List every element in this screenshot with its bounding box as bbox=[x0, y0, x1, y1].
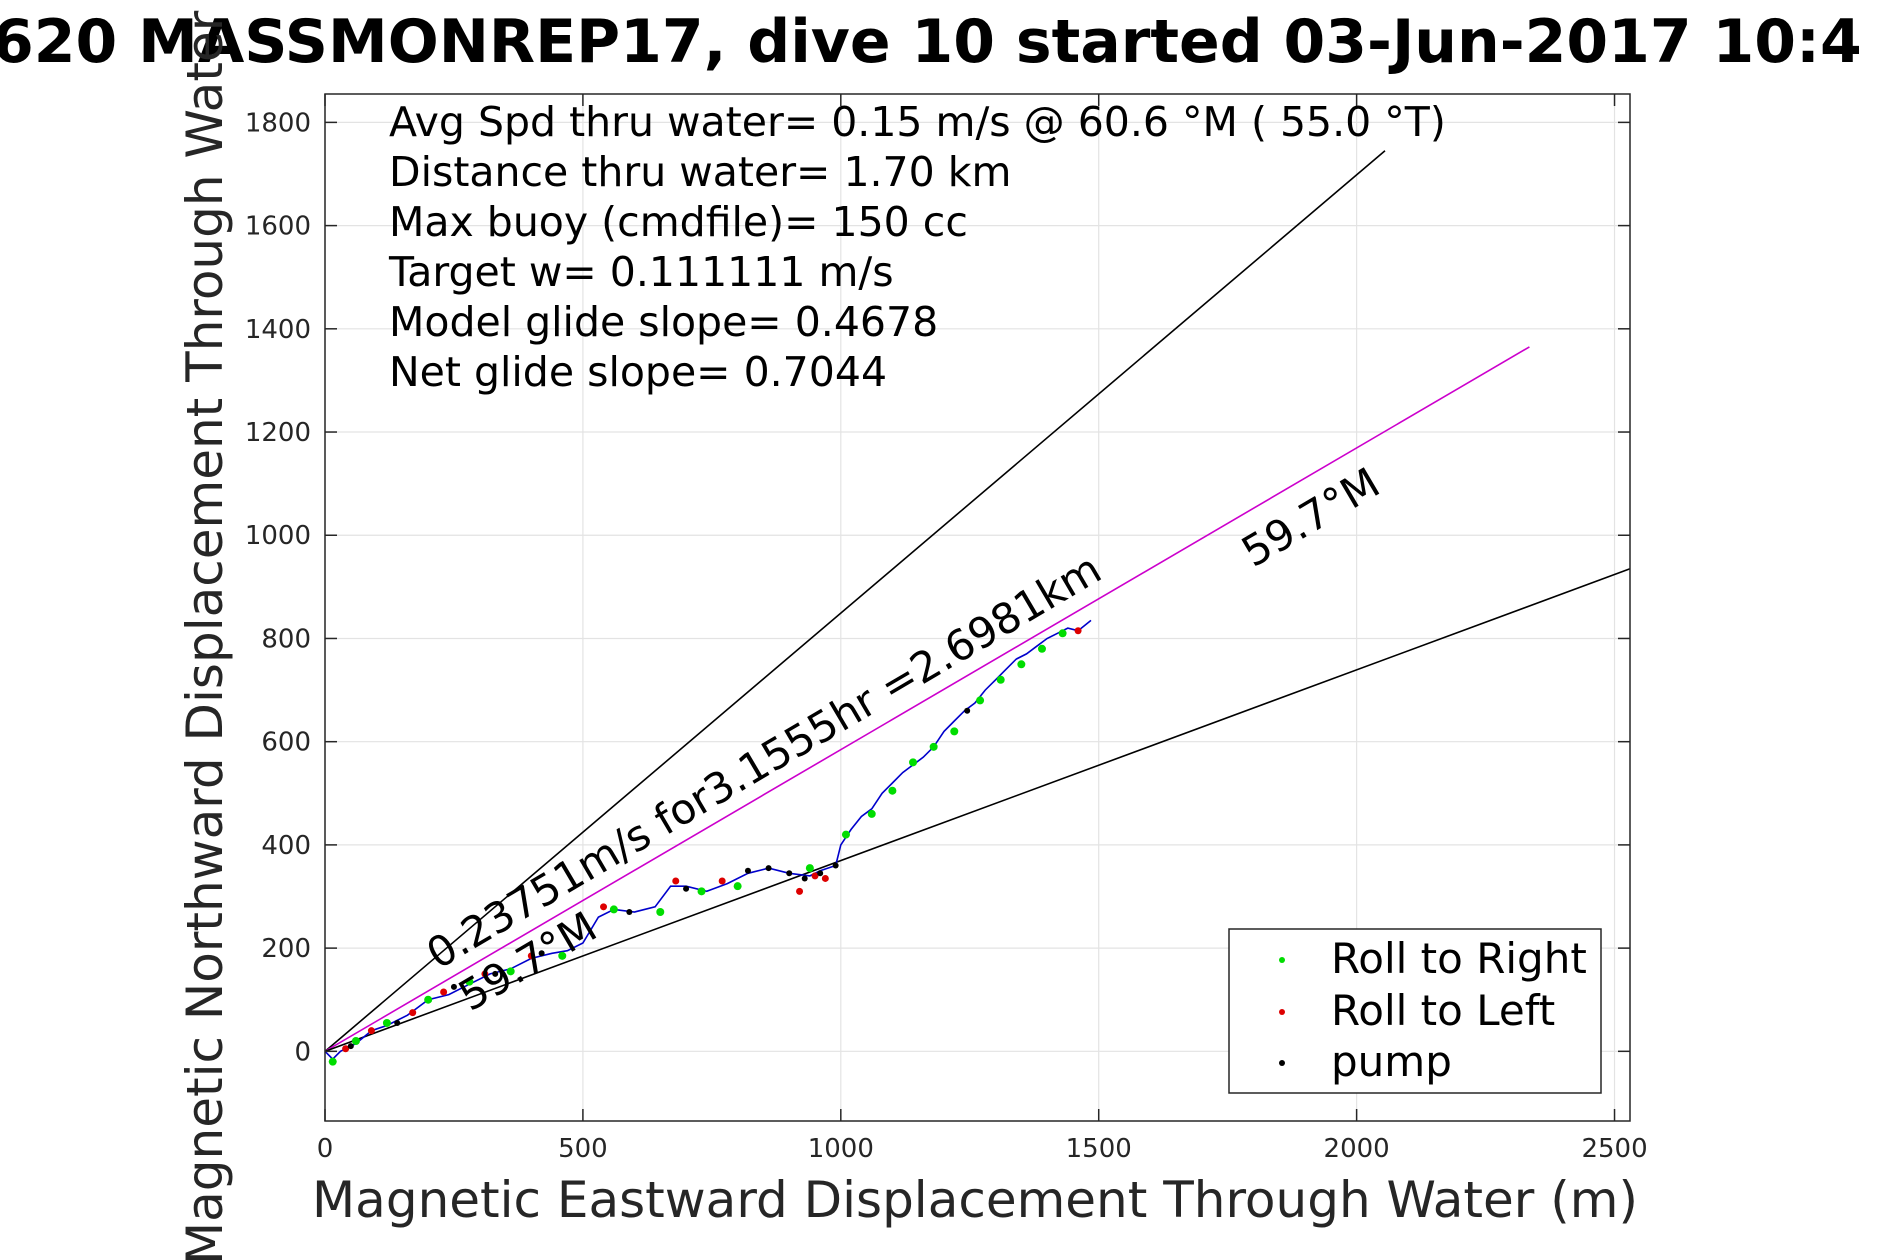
roll-right-point bbox=[888, 786, 897, 795]
y-tick-label: 200 bbox=[261, 934, 311, 964]
roll-right-point bbox=[1017, 660, 1026, 669]
roll-left-point bbox=[527, 952, 535, 960]
x-ticks: 0 500 1000 1500 2000 2500 bbox=[317, 94, 1648, 1164]
y-tick-label: 0 bbox=[294, 1037, 311, 1067]
pump-point bbox=[626, 908, 633, 915]
y-axis-label: Magnetic Northward Displacement Through … bbox=[176, 0, 234, 1260]
y-tick-label: 1800 bbox=[245, 108, 311, 138]
roll-right-point bbox=[424, 995, 433, 1004]
pump-point bbox=[744, 867, 751, 874]
legend-marker-roll-left bbox=[1279, 1009, 1285, 1015]
x-tick-label: 1500 bbox=[1066, 1134, 1132, 1164]
pump-point bbox=[786, 870, 793, 877]
legend-label-roll-left: Roll to Left bbox=[1331, 986, 1555, 1035]
info-line: Net glide slope= 0.7044 bbox=[389, 348, 887, 396]
pump-point bbox=[538, 950, 545, 957]
y-tick-label: 1600 bbox=[245, 212, 311, 242]
y-tick-label: 600 bbox=[261, 728, 311, 758]
x-tick-label: 2500 bbox=[1581, 1134, 1647, 1164]
y-tick-label: 1000 bbox=[245, 521, 311, 551]
roll-right-point bbox=[382, 1018, 391, 1027]
chart-title: 620 MASSMONREP17, dive 10 started 03-Jun… bbox=[0, 7, 1862, 77]
roll-left-point bbox=[481, 970, 489, 978]
y-tick-label: 1400 bbox=[245, 315, 311, 345]
roll-right-point bbox=[1037, 644, 1046, 653]
heading-line-line bbox=[324, 346, 1530, 1053]
roll-right-point bbox=[558, 951, 567, 960]
legend-marker-pump bbox=[1279, 1060, 1285, 1066]
pump-point bbox=[683, 885, 690, 892]
y-tick-label: 1200 bbox=[245, 418, 311, 448]
legend-label-pump: pump bbox=[1331, 1037, 1452, 1086]
guide-lines bbox=[324, 150, 1631, 1053]
roll-right-point bbox=[841, 830, 850, 839]
pump-point bbox=[817, 870, 824, 877]
roll-left-point bbox=[342, 1045, 350, 1053]
x-tick-label: 2000 bbox=[1324, 1134, 1390, 1164]
roll-left-point bbox=[672, 877, 680, 885]
roll-right-point bbox=[351, 1037, 360, 1046]
roll-right-point bbox=[328, 1057, 337, 1066]
y-tick-label: 800 bbox=[261, 624, 311, 654]
roll-left-point bbox=[821, 874, 829, 882]
x-tick-label: 1000 bbox=[808, 1134, 874, 1164]
roll-right-point bbox=[805, 864, 814, 873]
legend-marker-roll-right bbox=[1279, 957, 1285, 963]
roll-left-point bbox=[718, 877, 726, 885]
roll-left-point bbox=[811, 872, 819, 880]
roll-right-point bbox=[996, 675, 1005, 684]
roll-left-point bbox=[796, 887, 804, 895]
roll-left-point bbox=[409, 1009, 417, 1017]
pump-point bbox=[347, 1043, 354, 1050]
info-line: Distance thru water= 1.70 km bbox=[389, 148, 1011, 196]
pump-point bbox=[450, 983, 457, 990]
roll-right-point bbox=[976, 696, 985, 705]
roll-right-point bbox=[656, 907, 665, 916]
pump-point bbox=[492, 970, 499, 977]
upper-guide-line bbox=[324, 150, 1386, 1052]
roll-left-point bbox=[600, 903, 608, 911]
info-line: Target w= 0.111111 m/s bbox=[388, 248, 894, 296]
lower-guide-line bbox=[324, 568, 1631, 1053]
info-line: Avg Spd thru water= 0.15 m/s @ 60.6 °M (… bbox=[389, 98, 1446, 146]
roll-right-point bbox=[697, 887, 706, 896]
info-line: Max buoy (cmdfile)= 150 cc bbox=[389, 198, 968, 246]
roll-right-point bbox=[506, 967, 515, 976]
grid bbox=[324, 94, 1630, 1121]
pump-point bbox=[801, 875, 808, 882]
points bbox=[328, 627, 1082, 1066]
roll-left-point bbox=[1074, 627, 1082, 635]
y-tick-label: 400 bbox=[261, 831, 311, 861]
y-ticks: 0 200 400 600 800 1000 1200 1400 1600 1800 bbox=[245, 108, 1630, 1067]
roll-right-point bbox=[1058, 629, 1067, 638]
plot-frame bbox=[324, 93, 1631, 1122]
info-line: Model glide slope= 0.4678 bbox=[389, 298, 938, 346]
x-axis-label: Magnetic Eastward Displacement Through W… bbox=[312, 1171, 1638, 1229]
info-block: Avg Spd thru water= 0.15 m/s @ 60.6 °M (… bbox=[388, 98, 1446, 396]
pump-point bbox=[964, 707, 971, 714]
x-tick-label: 500 bbox=[558, 1134, 608, 1164]
roll-right-point bbox=[609, 905, 618, 914]
roll-right-point bbox=[465, 977, 474, 986]
roll-right-point bbox=[929, 742, 938, 751]
legend-box bbox=[1228, 928, 1602, 1094]
pump-point bbox=[394, 1019, 401, 1026]
pump-point bbox=[765, 865, 772, 872]
x-tick-label: 0 bbox=[317, 1134, 334, 1164]
legend-label-roll-right: Roll to Right bbox=[1331, 934, 1587, 983]
roll-right-point bbox=[867, 809, 876, 818]
roll-left-point bbox=[367, 1027, 375, 1035]
roll-left-point bbox=[440, 988, 448, 996]
pump-point bbox=[832, 862, 839, 869]
roll-right-point bbox=[733, 882, 742, 891]
legend: Roll to Right Roll to Left pump bbox=[1228, 928, 1602, 1094]
roll-right-point bbox=[909, 758, 918, 767]
roll-right-point bbox=[950, 727, 959, 736]
